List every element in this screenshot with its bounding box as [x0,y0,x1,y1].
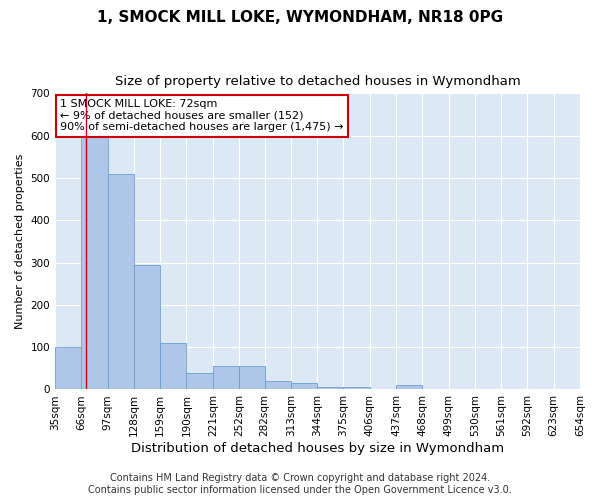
Bar [265,381,291,390]
Y-axis label: Number of detached properties: Number of detached properties [15,154,25,329]
Bar [82,118,107,390]
Text: 1 SMOCK MILL LOKE: 72sqm
← 9% of detached houses are smaller (152)
90% of semi-d: 1 SMOCK MILL LOKE: 72sqm ← 9% of detache… [60,100,344,132]
Bar [55,347,82,390]
Bar [291,383,317,390]
Bar [187,372,213,390]
Text: Contains HM Land Registry data © Crown copyright and database right 2024.
Contai: Contains HM Land Registry data © Crown c… [88,474,512,495]
Bar [343,388,370,390]
Bar [134,264,160,390]
Bar [160,343,187,390]
Bar [213,366,239,390]
Title: Size of property relative to detached houses in Wymondham: Size of property relative to detached ho… [115,75,520,88]
Bar [107,174,134,390]
X-axis label: Distribution of detached houses by size in Wymondham: Distribution of detached houses by size … [131,442,504,455]
Text: 1, SMOCK MILL LOKE, WYMONDHAM, NR18 0PG: 1, SMOCK MILL LOKE, WYMONDHAM, NR18 0PG [97,10,503,25]
Bar [239,366,265,390]
Bar [317,388,343,390]
Bar [396,385,422,390]
